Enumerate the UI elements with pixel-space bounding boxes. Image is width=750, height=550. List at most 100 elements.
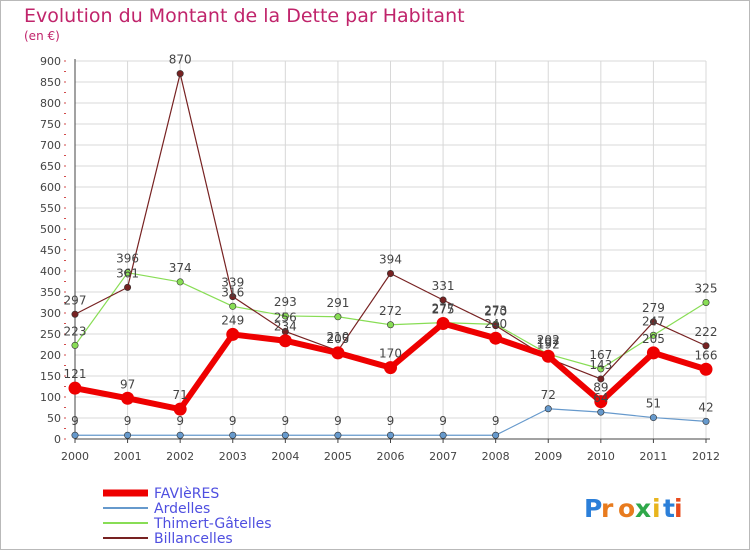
data-labels: 121 97 71 249 234 205 170 275 240 197 89 205 166 9 9 9 9…: [64, 53, 718, 429]
y-tick-label: 750: [40, 118, 61, 131]
data-point: [229, 431, 237, 439]
data-label: 316: [221, 285, 244, 299]
chart-title: Evolution du Montant de la Dette par Hab…: [24, 5, 465, 27]
data-label: 361: [116, 266, 139, 280]
data-label: 270: [484, 305, 507, 319]
data-point: [597, 365, 605, 373]
data-label: 42: [698, 400, 713, 414]
x-tick-label: 2001: [114, 450, 142, 463]
data-label: 72: [541, 388, 556, 402]
data-label: 234: [274, 320, 297, 334]
data-label: 202: [537, 333, 560, 347]
data-point: [278, 334, 292, 348]
data-label: 9: [229, 414, 237, 428]
data-point: [649, 331, 657, 339]
data-point: [281, 312, 289, 320]
data-point: [121, 391, 135, 405]
data-label: 325: [695, 282, 718, 296]
data-point: [176, 70, 184, 78]
data-label: 9: [492, 414, 500, 428]
data-point: [436, 317, 450, 330]
data-point: [492, 431, 500, 439]
y-tick-label: 400: [40, 265, 61, 278]
legend-label: FAVIèRES: [154, 486, 219, 502]
data-label: 64: [593, 391, 608, 405]
data-point: [489, 331, 503, 345]
data-point: [229, 302, 237, 310]
data-point: [334, 313, 342, 321]
data-point: [702, 342, 710, 350]
y-tick-label: 350: [40, 286, 61, 299]
data-label: 394: [379, 253, 402, 267]
data-label: 240: [484, 317, 507, 331]
y-tick-label: 0: [54, 433, 61, 446]
data-point: [71, 431, 79, 439]
data-point: [649, 414, 657, 422]
data-label: 870: [169, 53, 192, 67]
legend: FAVIèRESArdellesThimert-GâtellesBillance…: [103, 486, 272, 547]
data-label: 272: [379, 304, 402, 318]
x-tick-label: 2002: [166, 450, 194, 463]
data-point: [386, 270, 394, 278]
data-point: [597, 375, 605, 383]
y-tick-label: 550: [40, 202, 61, 215]
data-point: [124, 283, 132, 291]
proxiti-logo: Pr o x i t i: [584, 494, 683, 523]
data-label: 97: [120, 377, 135, 391]
data-label: 273: [484, 303, 507, 317]
data-label: 277: [432, 302, 455, 316]
axes: 0 50 100 150 200 250 300 350 400 450 500 550 600 650 7…: [40, 55, 720, 463]
data-point: [439, 296, 447, 304]
data-point: [173, 402, 187, 416]
data-label: 166: [695, 348, 718, 362]
data-label: 396: [116, 252, 139, 266]
data-label: 222: [695, 325, 718, 339]
data-label: 249: [221, 313, 244, 327]
y-tick-label: 900: [40, 55, 61, 68]
data-label: 9: [387, 414, 395, 428]
data-point: [541, 349, 555, 363]
y-tick-label: 450: [40, 244, 61, 257]
data-label: 71: [173, 388, 188, 402]
data-point: [702, 417, 710, 425]
data-label: 339: [221, 276, 244, 290]
y-tick-label: 50: [47, 412, 61, 425]
x-tick-label: 2003: [219, 450, 247, 463]
series: [68, 70, 713, 439]
data-point: [334, 431, 342, 439]
data-point: [384, 361, 397, 375]
legend-label: Ardelles: [154, 501, 210, 517]
y-tick-label: 600: [40, 181, 61, 194]
logo-letter: i: [674, 494, 683, 523]
data-point: [124, 431, 132, 439]
x-tick-label: 2004: [271, 450, 299, 463]
data-label: 170: [379, 347, 402, 361]
data-label: 210: [326, 330, 349, 344]
legend-label: Thimert-Gâtelles: [153, 516, 272, 532]
data-label: 297: [64, 293, 87, 307]
legend-label: Billancelles: [154, 531, 233, 547]
data-label: 167: [589, 348, 612, 362]
data-point: [281, 431, 289, 439]
data-point: [176, 431, 184, 439]
x-tick-label: 2006: [377, 450, 405, 463]
y-tick-label: 150: [40, 370, 61, 383]
data-label: 121: [64, 367, 87, 381]
data-label: 291: [326, 296, 349, 310]
data-point: [439, 431, 447, 439]
data-point: [649, 318, 657, 326]
data-point: [699, 362, 713, 376]
data-point: [226, 327, 240, 341]
data-label: 247: [642, 314, 665, 328]
data-label: 293: [274, 295, 297, 309]
data-label: 89: [593, 381, 608, 395]
data-point: [229, 293, 237, 301]
data-label: 331: [432, 279, 455, 293]
data-point: [597, 408, 605, 416]
data-label: 9: [334, 414, 342, 428]
y-tick-label: 100: [40, 391, 61, 404]
y-tick-label: 650: [40, 160, 61, 173]
data-label: 192: [537, 337, 560, 351]
y-tick-label: 800: [40, 97, 61, 110]
data-label: 9: [71, 414, 79, 428]
